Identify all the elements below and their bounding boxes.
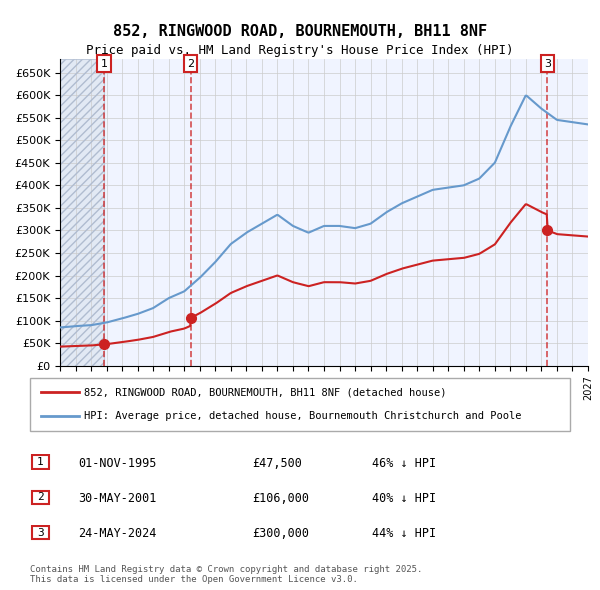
Text: HPI: Average price, detached house, Bournemouth Christchurch and Poole: HPI: Average price, detached house, Bour…	[84, 411, 521, 421]
FancyBboxPatch shape	[32, 455, 49, 468]
Text: 852, RINGWOOD ROAD, BOURNEMOUTH, BH11 8NF (detached house): 852, RINGWOOD ROAD, BOURNEMOUTH, BH11 8N…	[84, 388, 446, 398]
Bar	[60, 59, 104, 366]
Text: 3: 3	[544, 58, 551, 68]
FancyBboxPatch shape	[32, 526, 49, 539]
Text: 46% ↓ HPI: 46% ↓ HPI	[372, 457, 436, 470]
Text: 30-MAY-2001: 30-MAY-2001	[78, 492, 157, 505]
Text: 2: 2	[187, 58, 194, 68]
Text: 24-MAY-2024: 24-MAY-2024	[78, 527, 157, 540]
Text: Price paid vs. HM Land Registry's House Price Index (HPI): Price paid vs. HM Land Registry's House …	[86, 44, 514, 57]
Bar	[60, 59, 104, 366]
FancyBboxPatch shape	[32, 491, 49, 504]
Text: 852, RINGWOOD ROAD, BOURNEMOUTH, BH11 8NF: 852, RINGWOOD ROAD, BOURNEMOUTH, BH11 8N…	[113, 24, 487, 38]
Text: 2: 2	[37, 493, 44, 502]
FancyBboxPatch shape	[30, 378, 570, 431]
Text: 01-NOV-1995: 01-NOV-1995	[78, 457, 157, 470]
Text: 40% ↓ HPI: 40% ↓ HPI	[372, 492, 436, 505]
Text: Contains HM Land Registry data © Crown copyright and database right 2025.
This d: Contains HM Land Registry data © Crown c…	[30, 565, 422, 584]
Text: 1: 1	[100, 58, 107, 68]
Text: £47,500: £47,500	[252, 457, 302, 470]
Text: £300,000: £300,000	[252, 527, 309, 540]
Text: £106,000: £106,000	[252, 492, 309, 505]
Text: 3: 3	[37, 528, 44, 537]
Text: 44% ↓ HPI: 44% ↓ HPI	[372, 527, 436, 540]
Text: 1: 1	[37, 457, 44, 467]
